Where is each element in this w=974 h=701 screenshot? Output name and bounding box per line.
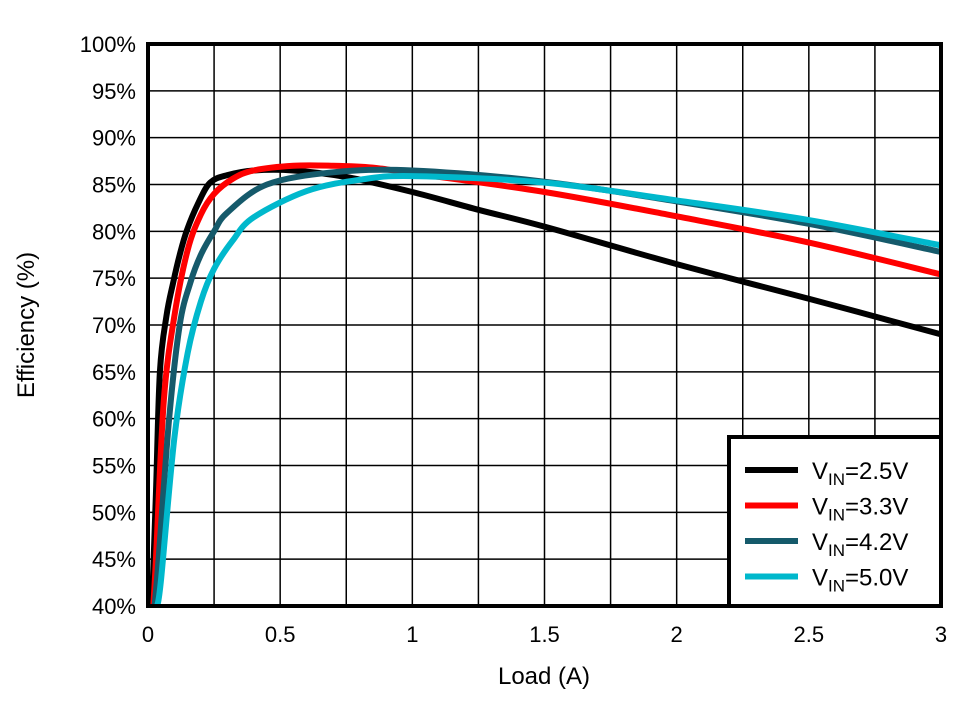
series-line-3 <box>154 172 941 606</box>
y-tick-label: 60% <box>92 407 136 432</box>
y-tick-labels: 40% 45% 50% 55% 60% 65% 70% 75% 80% 85% 90% 95% 100% <box>80 32 136 619</box>
legend-entry: VIN=2.5V <box>812 458 908 489</box>
y-tick-label: 90% <box>92 126 136 151</box>
series-line-1 <box>150 162 941 606</box>
y-tick-label: 45% <box>92 547 136 572</box>
x-tick-label: 1.5 <box>529 622 560 647</box>
y-tick-label: 40% <box>92 594 136 619</box>
y-tick-label: 85% <box>92 173 136 198</box>
legend-entry: VIN=3.3V <box>812 494 908 525</box>
y-axis-label: Efficiency (%) <box>13 252 40 398</box>
x-tick-label: 1 <box>406 622 418 647</box>
y-tick-label: 65% <box>92 360 136 385</box>
y-tick-label: 75% <box>92 266 136 291</box>
series-line-0 <box>148 166 941 606</box>
x-tick-label: 0 <box>142 622 154 647</box>
y-tick-label: 95% <box>92 79 136 104</box>
series-lines <box>148 162 941 606</box>
legend: VIN=2.5V VIN=3.3V VIN=4.2V VIN=5.0V <box>727 435 943 608</box>
y-tick-label: 100% <box>80 32 136 57</box>
x-tick-label: 2.5 <box>794 622 825 647</box>
x-tick-label: 0.5 <box>265 622 296 647</box>
y-tick-label: 70% <box>92 313 136 338</box>
x-axis-label: Load (A) <box>498 663 590 690</box>
legend-entry: VIN=5.0V <box>812 565 908 596</box>
x-tick-label: 2 <box>671 622 683 647</box>
legend-entry: VIN=4.2V <box>812 529 908 560</box>
y-tick-label: 80% <box>92 219 136 244</box>
y-tick-label: 55% <box>92 454 136 479</box>
x-tick-label: 3 <box>935 622 947 647</box>
plot-frame <box>146 42 943 608</box>
x-tick-labels: 0 0.5 1 1.5 2 2.5 3 <box>142 622 947 647</box>
y-tick-label: 50% <box>92 500 136 525</box>
